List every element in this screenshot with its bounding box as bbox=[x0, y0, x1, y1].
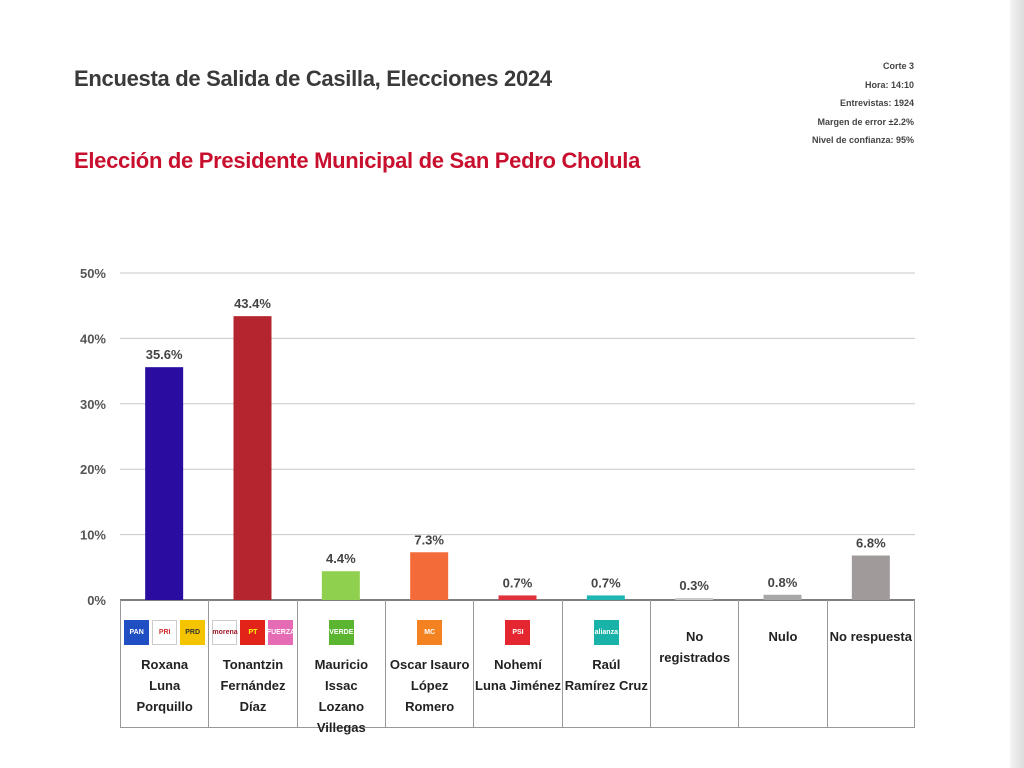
data-label: 7.3% bbox=[414, 532, 444, 547]
category-label-line: Romero bbox=[405, 699, 455, 714]
data-label: 43.4% bbox=[234, 296, 271, 311]
category-label-line: Lozano bbox=[318, 699, 365, 714]
bar bbox=[763, 594, 802, 600]
y-tick-label: 40% bbox=[80, 331, 106, 346]
category-label: No registrados bbox=[651, 626, 738, 668]
chart-subtitle: Elección de Presidente Municipal de San … bbox=[74, 148, 641, 173]
category-label-line: Luna Jiménez bbox=[475, 678, 561, 693]
category-label-line: Mauricio Issac bbox=[314, 657, 369, 693]
category-label-line: Villegas bbox=[316, 720, 366, 735]
pri-logo-icon: PRI bbox=[152, 620, 178, 645]
category-label: Oscar Isauro López Romero bbox=[386, 654, 473, 717]
category-label: Tonantzin Fernández Díaz bbox=[209, 654, 296, 717]
y-tick-label: 0% bbox=[87, 593, 106, 608]
category-cell: PSI Nohemí Luna Jiménez bbox=[473, 600, 562, 728]
party-logos: PAN PRI PRD bbox=[121, 620, 208, 645]
page-title: Encuesta de Salida de Casilla, Eleccione… bbox=[74, 66, 552, 91]
category-label: Nohemí Luna Jiménez bbox=[474, 654, 561, 696]
category-label-line: Luna bbox=[149, 678, 181, 693]
verde-logo-icon: VERDE bbox=[328, 620, 354, 645]
category-label-line: No registrados bbox=[659, 629, 731, 665]
bar bbox=[851, 555, 890, 600]
meta-entrevistas: Entrevistas: 1924 bbox=[839, 98, 914, 108]
bar bbox=[498, 595, 537, 600]
category-label-line: Díaz bbox=[239, 699, 267, 714]
category-cell: No respuesta bbox=[826, 600, 915, 728]
category-label-line: Nohemí bbox=[494, 657, 542, 672]
party-logos: PSI bbox=[474, 620, 561, 645]
party-logos: MC bbox=[386, 620, 473, 645]
party-logos: morena PT FUERZA bbox=[209, 620, 296, 645]
data-label: 0.7% bbox=[503, 575, 533, 590]
data-label: 35.6% bbox=[146, 347, 183, 362]
meta-confianza: Nivel de confianza: 95% bbox=[811, 135, 914, 145]
category-label-line: Oscar Isauro bbox=[389, 657, 470, 672]
party-logos: VERDE bbox=[298, 620, 385, 645]
y-tick-label: 10% bbox=[80, 528, 106, 543]
alianza-logo-icon: alianza bbox=[593, 620, 619, 645]
category-label: Roxana Luna Porquillo bbox=[121, 654, 208, 717]
party-logos: alianza bbox=[563, 620, 650, 645]
fuerza-por-mexico-logo-icon: FUERZA bbox=[267, 620, 295, 645]
category-cell: No registrados bbox=[650, 600, 739, 728]
category-label-line: Raúl bbox=[592, 657, 621, 672]
category-label-line: Porquillo bbox=[136, 699, 193, 714]
pt-logo-icon: PT bbox=[240, 620, 266, 645]
bar bbox=[586, 595, 625, 600]
data-label: 4.4% bbox=[326, 551, 356, 566]
category-label: Mauricio Issac Lozano Villegas bbox=[298, 654, 385, 738]
y-tick-label: 20% bbox=[80, 462, 106, 477]
category-label-line: Tonantzin bbox=[222, 657, 284, 672]
category-label-line: Ramírez Cruz bbox=[564, 678, 648, 693]
data-label: 0.3% bbox=[679, 578, 709, 593]
meta-hora: Hora: 14:10 bbox=[864, 79, 914, 90]
bar bbox=[410, 552, 449, 600]
category-cell: alianza Raúl Ramírez Cruz bbox=[561, 600, 650, 728]
category-label-line: López bbox=[410, 678, 449, 693]
category-cell: Nulo bbox=[738, 600, 827, 728]
category-cell: PAN PRI PRD Roxana Luna Porquillo bbox=[120, 600, 209, 728]
pan-logo-icon: PAN bbox=[124, 620, 150, 645]
bar bbox=[145, 367, 184, 600]
category-label: Raúl Ramírez Cruz bbox=[563, 654, 650, 696]
category-cell: VERDE Mauricio Issac Lozano Villegas bbox=[296, 600, 385, 735]
category-label-line: Nulo bbox=[768, 629, 798, 644]
bar bbox=[321, 571, 360, 600]
movimiento-ciudadano-logo-icon: MC bbox=[417, 620, 443, 645]
morena-logo-icon: morena bbox=[212, 620, 238, 645]
meta-margen: Margen de error ±2.2% bbox=[817, 116, 914, 127]
y-tick-label: 30% bbox=[80, 397, 106, 412]
category-label: Nulo bbox=[739, 626, 826, 647]
data-label: 0.8% bbox=[768, 575, 798, 590]
meta-corte: Corte 3 bbox=[882, 61, 914, 71]
category-label-line: Roxana bbox=[141, 657, 189, 672]
survey-meta: Corte 3 Hora: 14:10 Entrevistas: 1924 Ma… bbox=[812, 57, 914, 150]
category-label: No respuesta bbox=[828, 626, 914, 647]
psi-logo-icon: PSI bbox=[505, 620, 531, 645]
prd-logo-icon: PRD bbox=[180, 620, 206, 645]
bar bbox=[233, 316, 272, 600]
category-label-line: Fernández bbox=[220, 678, 286, 693]
y-tick-label: 50% bbox=[80, 266, 106, 281]
category-label-line: No respuesta bbox=[829, 629, 912, 644]
category-cell: MC Oscar Isauro López Romero bbox=[385, 600, 474, 728]
bar bbox=[675, 598, 714, 600]
data-label: 6.8% bbox=[856, 536, 886, 551]
data-label: 0.7% bbox=[591, 575, 621, 590]
category-cell: morena PT FUERZA Tonantzin Fernández Díaz bbox=[208, 600, 297, 728]
page-edge bbox=[1010, 0, 1024, 768]
